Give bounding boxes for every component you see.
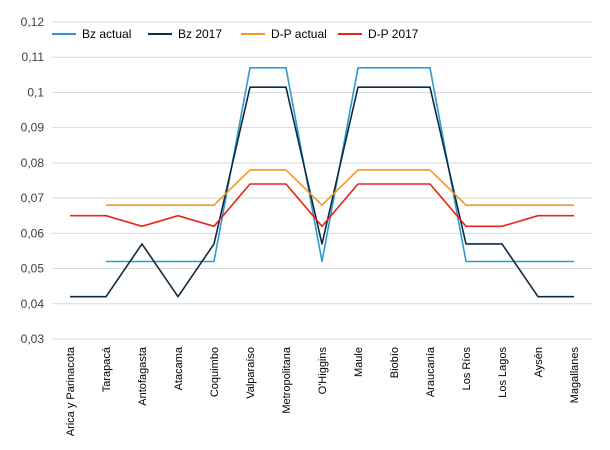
series-lines — [70, 67, 574, 298]
series-line-bz-2017 — [70, 86, 574, 298]
x-tick-label: Aysén — [533, 347, 545, 377]
y-tick-label: 0,04 — [21, 297, 45, 311]
x-tick-label: O'Higgins — [317, 347, 329, 395]
x-tick-label: Magallanes — [569, 347, 581, 404]
x-tick-label: Antofagasta — [137, 346, 149, 406]
x-tick-label: Maule — [353, 347, 365, 377]
y-tick-label: 0,08 — [21, 156, 45, 170]
x-axis-ticks: Arica y Parinacota Tarapacá Antofagasta Ata… — [65, 346, 581, 436]
x-tick-label: Araucanía — [425, 346, 437, 397]
y-tick-label: 0,12 — [21, 15, 45, 29]
x-tick-label: Tarapacá — [101, 346, 113, 392]
series-line-d-p-actual — [106, 169, 574, 206]
x-tick-label: Metropolitana — [281, 346, 293, 414]
x-tick-label: Los Ríos — [461, 347, 473, 391]
legend-label: Bz actual — [82, 27, 131, 41]
legend-label: D-P 2017 — [368, 27, 419, 41]
x-tick-label: Biobío — [389, 347, 401, 378]
x-tick-label: Los Lagos — [497, 347, 509, 398]
series-line-d-p-2017 — [70, 183, 574, 228]
x-tick-label: Atacama — [173, 346, 185, 390]
y-tick-label: 0,11 — [22, 50, 45, 64]
x-tick-label: Coquimbo — [209, 347, 221, 397]
x-tick-label: Valparaíso — [245, 347, 257, 399]
legend: Bz actual Bz 2017 D-P actual D-P 2017 — [52, 27, 419, 41]
y-tick-label: 0,06 — [21, 226, 45, 240]
y-tick-label: 0,09 — [21, 121, 45, 135]
y-tick-label: 0,07 — [21, 191, 45, 205]
y-tick-label: 0,1 — [27, 85, 44, 99]
y-tick-label: 0,05 — [21, 262, 45, 276]
y-tick-label: 0,03 — [21, 332, 45, 346]
legend-label: D-P actual — [271, 27, 327, 41]
x-tick-label: Arica y Parinacota — [65, 346, 77, 436]
y-axis-ticks: 0,03 0,04 0,05 0,06 0,07 0,08 0,09 0,1 0,11 0,12 — [21, 15, 45, 346]
legend-label: Bz 2017 — [178, 27, 222, 41]
gridlines — [52, 21, 592, 340]
